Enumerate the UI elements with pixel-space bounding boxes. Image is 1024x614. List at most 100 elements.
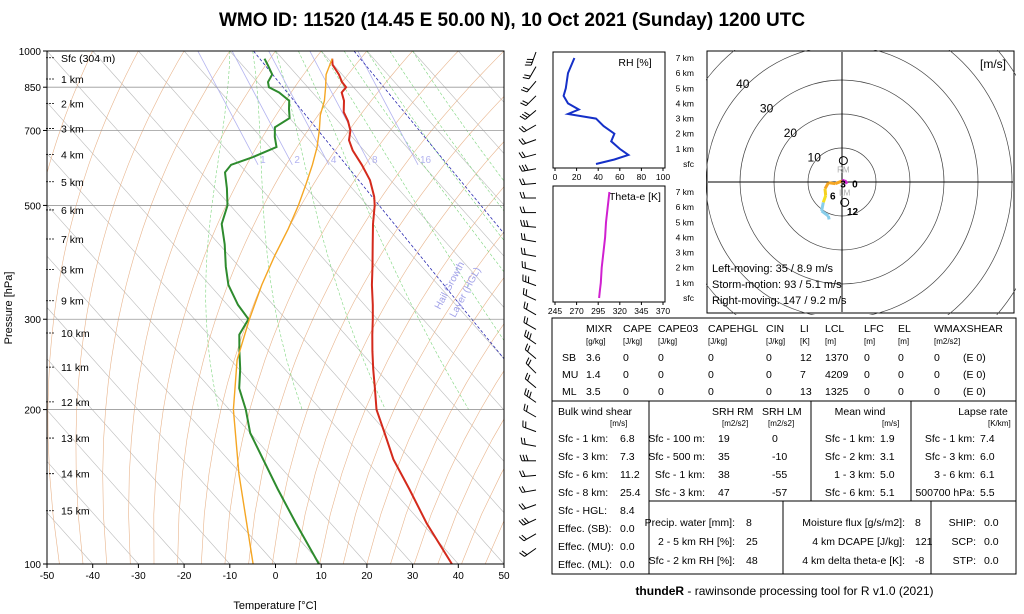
table-cell: -10: [772, 451, 787, 463]
panel-frame: [552, 51, 666, 169]
dry-adiabat: [248, 51, 504, 564]
dry-adiabat: [272, 95, 504, 564]
hodograph-stat: Left-moving: 35 / 8.9 m/s: [712, 263, 834, 275]
dry-adiabat: [295, 141, 504, 564]
wind-barb: [518, 124, 537, 133]
parcel-line: [232, 58, 333, 564]
table-cell: Sfc - 3 km:: [925, 451, 975, 463]
table-cell: Sfc - 8 km:: [558, 487, 608, 499]
params-value: 0: [658, 369, 664, 381]
dry-adiabat: [342, 231, 504, 564]
table-cell: 47: [718, 487, 730, 499]
wind-barb: [519, 547, 537, 557]
panel-y-label: 3 km: [676, 114, 694, 124]
params-value: 0: [623, 352, 629, 364]
table-cell: 6.8: [620, 433, 635, 445]
hodograph-segment: [820, 202, 825, 212]
params-header: CAPE: [623, 323, 652, 335]
hodograph-ring-label: 20: [784, 126, 798, 140]
hodograph-segment: [841, 178, 846, 183]
wind-barb: [525, 357, 537, 374]
wind-barb: [519, 454, 536, 462]
isotherm: [320, 51, 504, 257]
panel-title: RH [%]: [618, 57, 651, 69]
wind-barb: [524, 51, 537, 66]
table-cell: 5.0: [880, 469, 895, 481]
params-unit: [K]: [800, 337, 810, 346]
panel-y-label: 5 km: [676, 83, 694, 93]
table-cell: Sfc - 1 km:: [655, 469, 705, 481]
table-cell: STP:: [953, 555, 976, 567]
wind-barb: [523, 301, 537, 316]
panel-x-label: 345: [634, 306, 648, 316]
panel-x-label: 370: [656, 306, 670, 316]
table-cell: 5.5: [980, 487, 995, 499]
wind-barb: [518, 164, 537, 172]
isotherm: [412, 51, 504, 155]
profile-line: [598, 191, 611, 299]
params-row-label: MU: [562, 369, 578, 381]
table-cell: SHIP:: [949, 517, 976, 529]
y-tick-label: 700: [24, 126, 41, 137]
table-cell: Sfc - 3 km:: [655, 487, 705, 499]
table-cell: Effec. (MU):: [558, 541, 614, 553]
index-table: [930, 500, 1017, 575]
moist-adiabat: [320, 51, 504, 342]
params-row-label: SB: [562, 352, 576, 364]
params-value: 0: [898, 352, 904, 364]
x-tick-label: 40: [453, 571, 465, 582]
hodograph-segment: [826, 215, 831, 220]
params-value: 0: [898, 369, 904, 381]
table-cell: Sfc - 100 m:: [648, 433, 705, 445]
table-cell: Effec. (SB):: [558, 523, 612, 535]
wind-barb: [520, 95, 537, 107]
params-value: 0: [708, 386, 714, 398]
table-cell: [m2/s2]: [768, 419, 794, 428]
wind-barb: [519, 206, 536, 214]
height-label: 13 km: [61, 433, 90, 445]
wind-barb: [522, 287, 537, 301]
parameter-tables: MIXR CAPE CAPE03 CAPEHGL CIN LI LCL LFC EL WMAXSH…: [551, 317, 1017, 575]
params-value: 0: [708, 369, 714, 381]
panel-x-label: 40: [593, 172, 603, 182]
temperature-line: [331, 58, 453, 564]
table-cell: 0.0: [620, 541, 635, 553]
height-label: 10 km: [61, 328, 90, 340]
y-tick-label: 100: [24, 560, 41, 571]
y-tick-label: 200: [24, 406, 41, 417]
hodograph-ring-label: 30: [760, 102, 774, 116]
table-cell: Moisture flux [g/s/m2]:: [802, 517, 905, 529]
panel-y-label: 6 km: [676, 202, 694, 212]
hodograph-segment: [834, 179, 843, 186]
panel-y-label: 7 km: [676, 187, 694, 197]
theta-e-profile-panel: Theta-e [K] sfc 1 km 2 km 3 km 4 km 5 km 6 km 7 …: [548, 185, 695, 316]
wind-barb: [518, 503, 537, 510]
params-value: 3.5: [586, 386, 601, 398]
height-label: 8 km: [61, 265, 84, 277]
chart-title: WMO ID: 11520 (14.45 E 50.00 N), 10 Oct …: [218, 10, 806, 31]
params-header: CAPEHGL: [708, 323, 758, 335]
wind-barb: [519, 191, 536, 199]
params-value: 0: [934, 386, 940, 398]
table-cell: 25.4: [620, 487, 641, 499]
height-label: 4 km: [61, 150, 84, 162]
table-cell: 121: [915, 536, 933, 548]
height-label: 7 km: [61, 234, 84, 246]
wind-barb-column: [518, 51, 537, 557]
table-cell: [m/s]: [882, 419, 899, 428]
hodograph-unit: [m/s]: [980, 57, 1006, 71]
panel-frame: [552, 185, 666, 303]
table-cell: 3 - 6 km:: [934, 469, 975, 481]
table-cell: 6.0: [980, 451, 995, 463]
table-cell: 500700 hPa:: [915, 487, 975, 499]
table-cell: 6.1: [980, 469, 995, 481]
params-header: LCL: [825, 323, 844, 335]
wind-barb: [519, 178, 537, 186]
params-value: 0: [623, 386, 629, 398]
hodograph-stat: Right-moving: 147 / 9.2 m/s: [712, 295, 847, 307]
table-cell: -55: [772, 469, 787, 481]
height-label: 15 km: [61, 506, 90, 518]
params-unit: [g/kg]: [586, 337, 606, 346]
table-cell: Sfc - 6 km:: [825, 487, 875, 499]
panel-y-label: sfc: [683, 159, 695, 169]
